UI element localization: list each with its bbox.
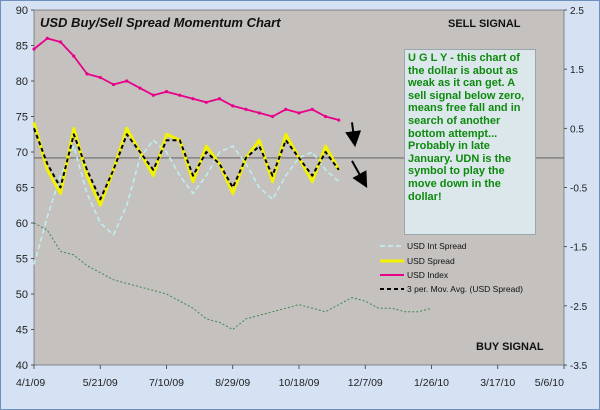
left-axis-tick-label: 60 bbox=[16, 218, 28, 230]
usd-index-point bbox=[323, 114, 328, 119]
commentary-note: U G L Y - this chart of the dollar is ab… bbox=[404, 49, 536, 235]
usd-index-point bbox=[45, 36, 49, 41]
right-axis-tick-label: 0.5 bbox=[570, 124, 584, 135]
left-axis-tick-label: 75 bbox=[16, 112, 28, 124]
right-axis-tick-label: -0.5 bbox=[570, 184, 588, 195]
right-axis-tick-label: 2.5 bbox=[570, 6, 584, 17]
right-axis-tick-label: -1.5 bbox=[570, 243, 588, 254]
series-line-usd-spread bbox=[32, 121, 341, 207]
left-axis-tick-label: 85 bbox=[16, 41, 28, 53]
usd-index-point bbox=[204, 100, 208, 104]
usd-index-point bbox=[164, 90, 169, 94]
usd-index-point bbox=[297, 111, 301, 115]
legend-label-moving-average: 3 per. Mov. Avg. (USD Spread) bbox=[407, 284, 523, 294]
x-axis-tick-label: 4/1/09 bbox=[16, 377, 45, 389]
series-line-usd-index bbox=[33, 37, 340, 121]
usd-index-point bbox=[178, 93, 182, 97]
usd-index-point bbox=[231, 104, 235, 108]
left-axis-tick-label: 50 bbox=[16, 289, 28, 301]
buy-signal-label: BUY SIGNAL bbox=[476, 341, 544, 353]
usd-index-point bbox=[138, 86, 142, 90]
x-axis-tick-label: 10/18/09 bbox=[279, 377, 320, 389]
series-line-usd-int-spread bbox=[33, 139, 340, 265]
usd-index-point bbox=[151, 93, 155, 97]
chart-title: USD Buy/Sell Spread Momentum Chart bbox=[40, 15, 281, 30]
usd-index-point bbox=[32, 47, 36, 51]
left-axis-tick-label: 65 bbox=[16, 183, 28, 195]
usd-index-point bbox=[58, 40, 63, 44]
legend-label-usd-spread: USD Spread bbox=[407, 256, 455, 266]
x-axis-tick-label: 8/29/09 bbox=[215, 377, 250, 389]
commentary-text: U G L Y - this chart of the dollar is ab… bbox=[408, 52, 525, 203]
right-axis-tick-label: -2.5 bbox=[570, 302, 588, 313]
left-axis-tick-label: 40 bbox=[16, 360, 28, 372]
series-line-reference-series bbox=[33, 222, 432, 330]
x-axis-tick-label: 3/17/10 bbox=[480, 377, 515, 389]
usd-index-point bbox=[72, 54, 76, 58]
left-axis-tick-label: 80 bbox=[16, 76, 28, 88]
legend-label-usd-index: USD Index bbox=[407, 270, 449, 280]
usd-index-point bbox=[244, 107, 248, 111]
x-axis-tick-label: 5/21/09 bbox=[83, 377, 118, 389]
usd-index-point bbox=[98, 75, 102, 80]
sell-signal-label: SELL SIGNAL bbox=[448, 18, 521, 30]
right-axis-tick-label: 1.5 bbox=[570, 65, 584, 76]
x-axis-tick-label: 7/10/09 bbox=[149, 377, 184, 389]
left-axis-tick-label: 55 bbox=[16, 254, 28, 266]
left-axis-tick-label: 90 bbox=[16, 5, 28, 17]
usd-index-point bbox=[191, 97, 195, 101]
x-axis-tick-label: 1/26/10 bbox=[414, 377, 449, 389]
left-axis-tick-label: 70 bbox=[16, 147, 28, 159]
usd-index-point bbox=[257, 111, 261, 115]
legend: USD Int Spread USD Spread USD Index 3 pe… bbox=[380, 241, 523, 294]
usd-index-point bbox=[125, 79, 129, 83]
annotation-arrow bbox=[351, 160, 368, 189]
right-axis-tick-label: -3.5 bbox=[570, 361, 588, 372]
series-line-3-per-mov-avg-usd-spread bbox=[33, 127, 340, 201]
usd-index-point bbox=[310, 107, 314, 111]
usd-index-point bbox=[217, 97, 222, 101]
x-axis-tick-label: 12/7/09 bbox=[348, 377, 383, 389]
usd-index-point bbox=[85, 72, 89, 76]
left-axis-tick-label: 45 bbox=[16, 325, 28, 337]
usd-index-point bbox=[337, 118, 341, 122]
annotation-arrow bbox=[345, 122, 362, 148]
usd-index-point bbox=[111, 82, 116, 87]
x-axis-tick-label: 5/6/10 bbox=[535, 377, 564, 389]
usd-index-point bbox=[284, 107, 288, 111]
legend-label-usd-int-spread: USD Int Spread bbox=[407, 241, 467, 251]
usd-index-point bbox=[270, 114, 275, 119]
